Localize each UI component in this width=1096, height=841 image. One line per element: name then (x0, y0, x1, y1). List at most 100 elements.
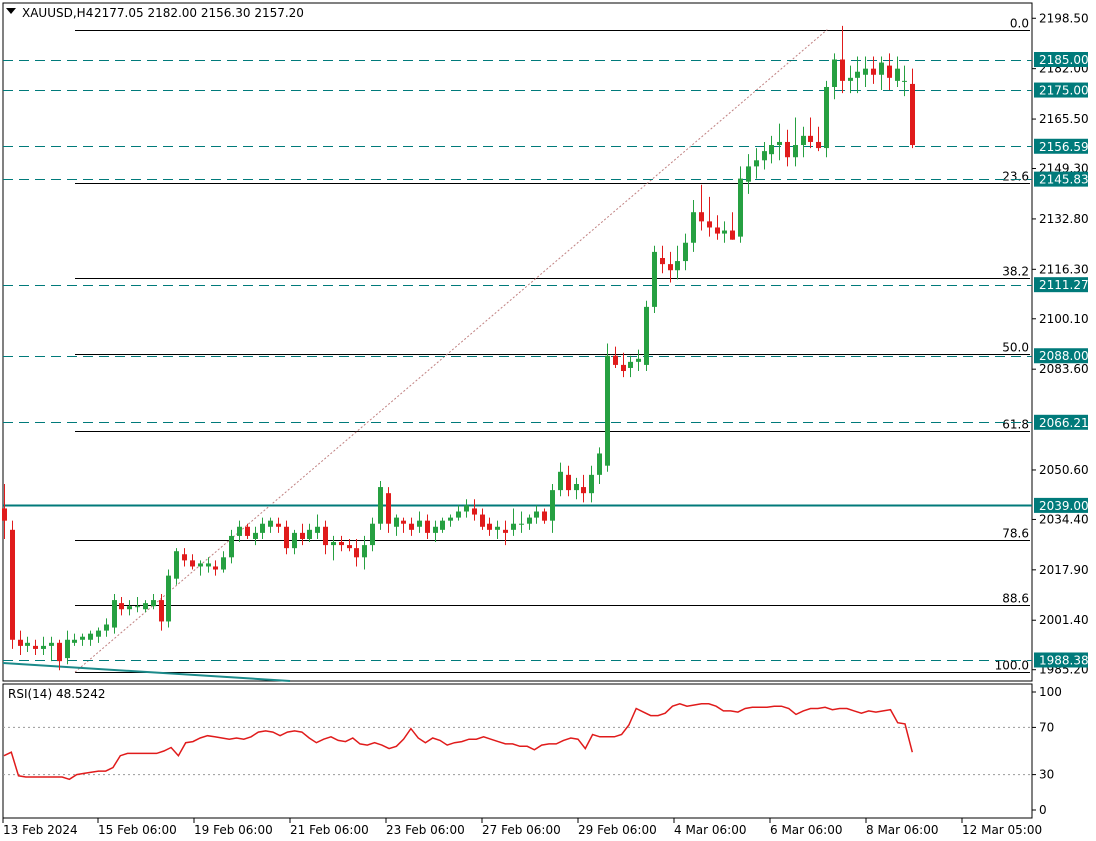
candle (879, 56, 884, 91)
candle (785, 129, 790, 167)
candle (448, 514, 453, 527)
candle (816, 126, 821, 152)
price-level-tag-label: 2145.83 (1039, 173, 1089, 187)
candle (769, 135, 774, 164)
price-levels[interactable] (2, 60, 1032, 682)
collapse-triangle-icon[interactable] (6, 8, 16, 14)
price-tick-label: 2165.50 (1039, 112, 1089, 126)
candle (378, 480, 383, 530)
candle (354, 538, 359, 567)
candle (112, 593, 117, 634)
candle (464, 499, 469, 518)
candle (409, 517, 414, 536)
candle (691, 199, 696, 252)
candle (675, 245, 680, 280)
candle (754, 148, 759, 179)
candle (777, 123, 782, 161)
candle (574, 477, 579, 500)
candle (401, 517, 406, 533)
fib-level-label: 88.6 (1002, 592, 1029, 606)
time-tick-label: 12 Mar 05:00 (962, 823, 1042, 837)
price-tick-label: 2001.40 (1039, 613, 1089, 627)
time-tick-label: 13 Feb 2024 (3, 823, 78, 837)
candle (472, 499, 477, 521)
candle (166, 569, 171, 628)
fibonacci-retracement[interactable]: 0.0 23.6 38.2 50.0 61.8 78.6 88.6 100.0 (74, 17, 1030, 673)
candle (245, 523, 250, 539)
candle (542, 508, 547, 524)
trend-line[interactable] (2, 662, 291, 682)
candle (722, 221, 727, 243)
candle (49, 636, 54, 662)
price-tick-label: 2198.50 (1039, 11, 1089, 25)
candle (276, 517, 281, 533)
price-panel-frame (2, 2, 1033, 682)
candle (480, 508, 485, 530)
time-tick-label: 15 Feb 06:00 (98, 823, 177, 837)
candle (824, 80, 829, 158)
candle (260, 517, 265, 539)
candle (425, 514, 430, 539)
price-level-tag-label: 2039.00 (1039, 499, 1089, 513)
candle (2, 484, 7, 539)
candle (660, 245, 665, 274)
candle (96, 627, 101, 643)
candle (323, 520, 328, 555)
fib-level-label: 38.2 (1002, 265, 1029, 279)
candle (315, 514, 320, 539)
rsi-series-line (3, 703, 914, 781)
candle (300, 523, 305, 546)
price-level-tag-label: 2111.27 (1039, 278, 1089, 292)
price-tick-label: 2116.30 (1039, 262, 1089, 276)
candle (72, 633, 77, 646)
candle (331, 535, 336, 561)
candle (80, 633, 85, 646)
symbol-label: XAUUSD,H4 (22, 6, 93, 20)
price-tick-label: 2017.90 (1039, 563, 1089, 577)
rsi-panel-frame (2, 683, 1033, 819)
rsi-tick-label: 100 (1039, 685, 1062, 699)
candle (253, 526, 258, 546)
rsi-line (3, 703, 914, 781)
price-level-tag (1034, 652, 1088, 668)
candle (519, 511, 524, 533)
price-tick-label: 2100.10 (1039, 312, 1089, 326)
price-level-tag (1034, 414, 1088, 430)
candles (2, 25, 915, 671)
candle (229, 529, 234, 564)
candle (902, 65, 907, 97)
candle (362, 535, 367, 570)
candle (190, 554, 195, 570)
fib-level-label: 61.8 (1002, 418, 1029, 432)
price-level-tag (1034, 497, 1088, 513)
candle (793, 117, 798, 167)
time-tick-label: 23 Feb 06:00 (386, 823, 465, 837)
candle (88, 630, 93, 646)
rsi-panel: 100 70 30 0 RSI(14) 48.5242 (2, 683, 1062, 819)
price-level-tag-label: 2088.00 (1039, 349, 1089, 363)
candle (832, 53, 837, 100)
price-level-tag-label: 2185.00 (1039, 53, 1089, 67)
candle (895, 56, 900, 87)
time-tick-label: 21 Feb 06:00 (290, 823, 369, 837)
candle (871, 56, 876, 84)
rsi-tick-label: 30 (1039, 768, 1054, 782)
time-tick-label: 8 Mar 06:00 (866, 823, 939, 837)
candle (746, 154, 751, 194)
candle (534, 505, 539, 524)
candle (558, 462, 563, 497)
price-level-tags: 2185.00 2175.00 2156.59 2145.83 2111.27 2088.… (1034, 52, 1089, 668)
fib-level-label: 78.6 (1002, 527, 1029, 541)
rsi-levels (3, 726, 1032, 776)
candle (33, 639, 38, 656)
candle (159, 593, 164, 631)
candle (910, 68, 915, 149)
fib-anchor-line (74, 29, 828, 673)
price-level-tag (1034, 277, 1088, 293)
price-level-tag-label: 2175.00 (1039, 84, 1089, 98)
candle (511, 508, 516, 536)
candle (848, 65, 853, 94)
candle (605, 343, 610, 472)
price-level-tag (1034, 52, 1088, 67)
